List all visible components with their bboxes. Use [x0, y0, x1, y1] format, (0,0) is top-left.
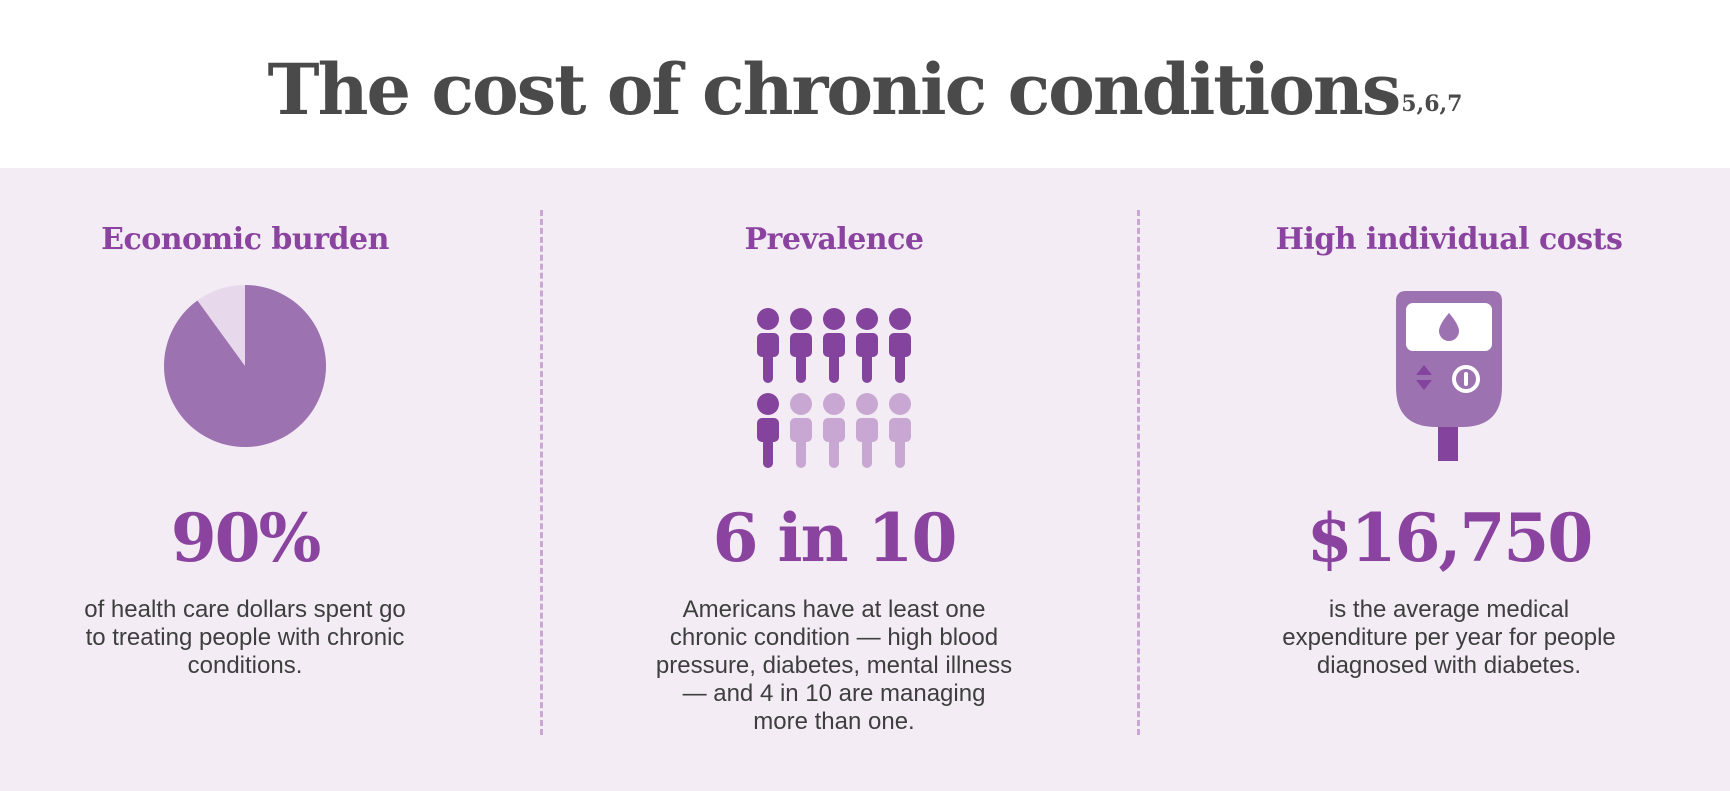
column-prevalence: Prevalence 6 in 10 Americans have at lea…: [634, 168, 1034, 791]
arrow-up-icon: [1416, 365, 1432, 375]
glucose-meter-icon: [1396, 291, 1502, 470]
stat-description: is the average medical expenditure per y…: [1282, 596, 1616, 679]
stat-value: $16,750: [1306, 499, 1594, 577]
stat-value: 90%: [170, 499, 322, 577]
column-divider: [1137, 210, 1140, 735]
page-header: The cost of chronic conditions5,6,7: [0, 0, 1730, 168]
person-icon: [790, 308, 812, 383]
test-strip: [1438, 427, 1458, 461]
power-button-icon: [1452, 365, 1480, 393]
column-high-individual-costs: High individual costs $16,750 is the ave…: [1249, 168, 1649, 791]
page-title: The cost of chronic conditions5,6,7: [0, 42, 1730, 138]
person-icon: [856, 308, 878, 383]
pie-slice-main: [164, 285, 327, 447]
arrow-down-icon: [1416, 380, 1432, 390]
blood-drop-icon: [1439, 313, 1459, 341]
column-divider: [540, 210, 543, 735]
page-title-text: The cost of chronic conditions: [267, 48, 1402, 131]
stats-panel: Economic burden 90% of health care dolla…: [0, 168, 1730, 791]
column-economic-burden: Economic burden 90% of health care dolla…: [45, 168, 445, 791]
person-icon: [757, 308, 779, 383]
people-grid-svg: [757, 308, 911, 468]
column-heading: Prevalence: [744, 222, 924, 257]
person-icon: [823, 308, 845, 383]
person-icon: [757, 393, 779, 468]
stat-description: Americans have at least one chronic cond…: [655, 596, 1013, 735]
column-heading: Economic burden: [101, 222, 389, 257]
stat-description: of health care dollars spent go to treat…: [84, 596, 406, 679]
title-footnote: 5,6,7: [1401, 91, 1463, 117]
pie-chart-svg: [164, 285, 327, 447]
pie-chart-icon: [163, 284, 327, 452]
person-icon: [889, 393, 911, 468]
person-icon: [856, 393, 878, 468]
people-grid: [755, 308, 913, 472]
person-icon: [790, 393, 812, 468]
person-icon: [823, 393, 845, 468]
stat-value: 6 in 10: [712, 499, 958, 577]
glucose-meter-svg: [1396, 291, 1502, 461]
column-heading: High individual costs: [1275, 222, 1623, 257]
person-icon: [889, 308, 911, 383]
power-button-mark: [1464, 372, 1468, 386]
